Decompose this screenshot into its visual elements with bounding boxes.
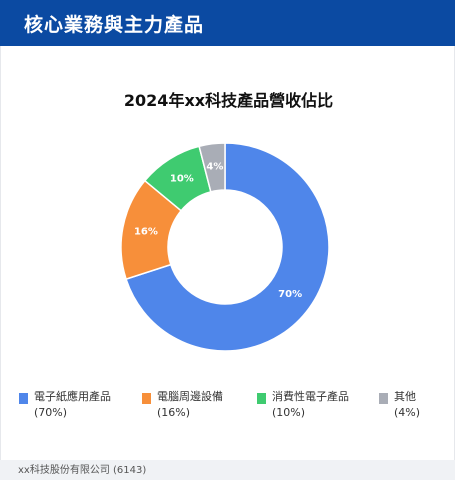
data-label: 70% <box>278 289 302 300</box>
data-label: 4% <box>206 162 223 173</box>
legend-value: (70%) <box>34 406 68 419</box>
legend-value: (16%) <box>157 406 191 419</box>
donut-chart: 70% 16% 10% 4% <box>120 142 330 352</box>
legend-value: (4%) <box>394 406 421 419</box>
legend-label: 電子紙應用產品 <box>34 390 111 403</box>
slice-e-paper[interactable] <box>125 142 330 352</box>
legend-label: 消費性電子產品 <box>272 390 349 403</box>
page-title: 核心業務與主力產品 <box>24 13 205 36</box>
data-label: 16% <box>134 226 158 237</box>
chart-legend: 電子紙應用產品 (70%) 電腦周邊設備 (16%) 消費性電子產品 (10%)… <box>19 389 449 421</box>
legend-label: 其他 <box>394 390 416 403</box>
legend-swatch <box>379 393 388 404</box>
legend-label: 電腦周邊設備 <box>157 390 223 403</box>
footer: xx科技股份有限公司 (6143) <box>0 460 455 480</box>
slice-other[interactable] <box>198 142 226 193</box>
legend-item-peripherals[interactable]: 電腦周邊設備 (16%) <box>142 389 257 421</box>
legend-item-consumer[interactable]: 消費性電子產品 (10%) <box>257 389 379 421</box>
legend-swatch <box>142 393 151 404</box>
legend-value: (10%) <box>272 406 306 419</box>
company-name: xx科技股份有限公司 (6143) <box>18 465 147 476</box>
chart-title: 2024年xx科技產品營收佔比 <box>123 91 334 110</box>
legend-swatch <box>19 393 28 404</box>
data-label: 10% <box>170 174 194 185</box>
legend-item-e-paper[interactable]: 電子紙應用產品 (70%) <box>19 389 142 421</box>
legend-swatch <box>257 393 266 404</box>
legend-item-other[interactable]: 其他 (4%) <box>379 389 449 421</box>
page-header: 核心業務與主力產品 <box>0 0 455 46</box>
chart-card: 2024年xx科技產品營收佔比 70% 16% 10% 4% 電子紙應用產品 (70%… <box>0 46 455 460</box>
